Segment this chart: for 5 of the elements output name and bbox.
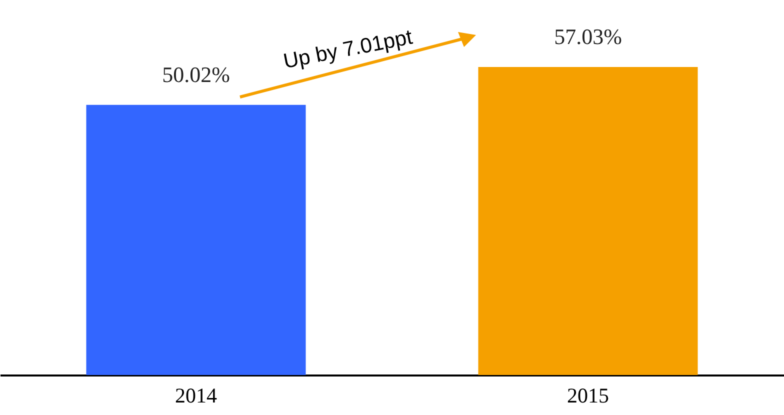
data-label: 57.03%: [554, 24, 622, 49]
data-label: 50.02%: [162, 62, 230, 87]
annotation: Up by 7.01ppt: [282, 26, 414, 74]
x-tick-label: 2015: [567, 384, 609, 408]
x-tick-label: 2014: [175, 384, 218, 408]
